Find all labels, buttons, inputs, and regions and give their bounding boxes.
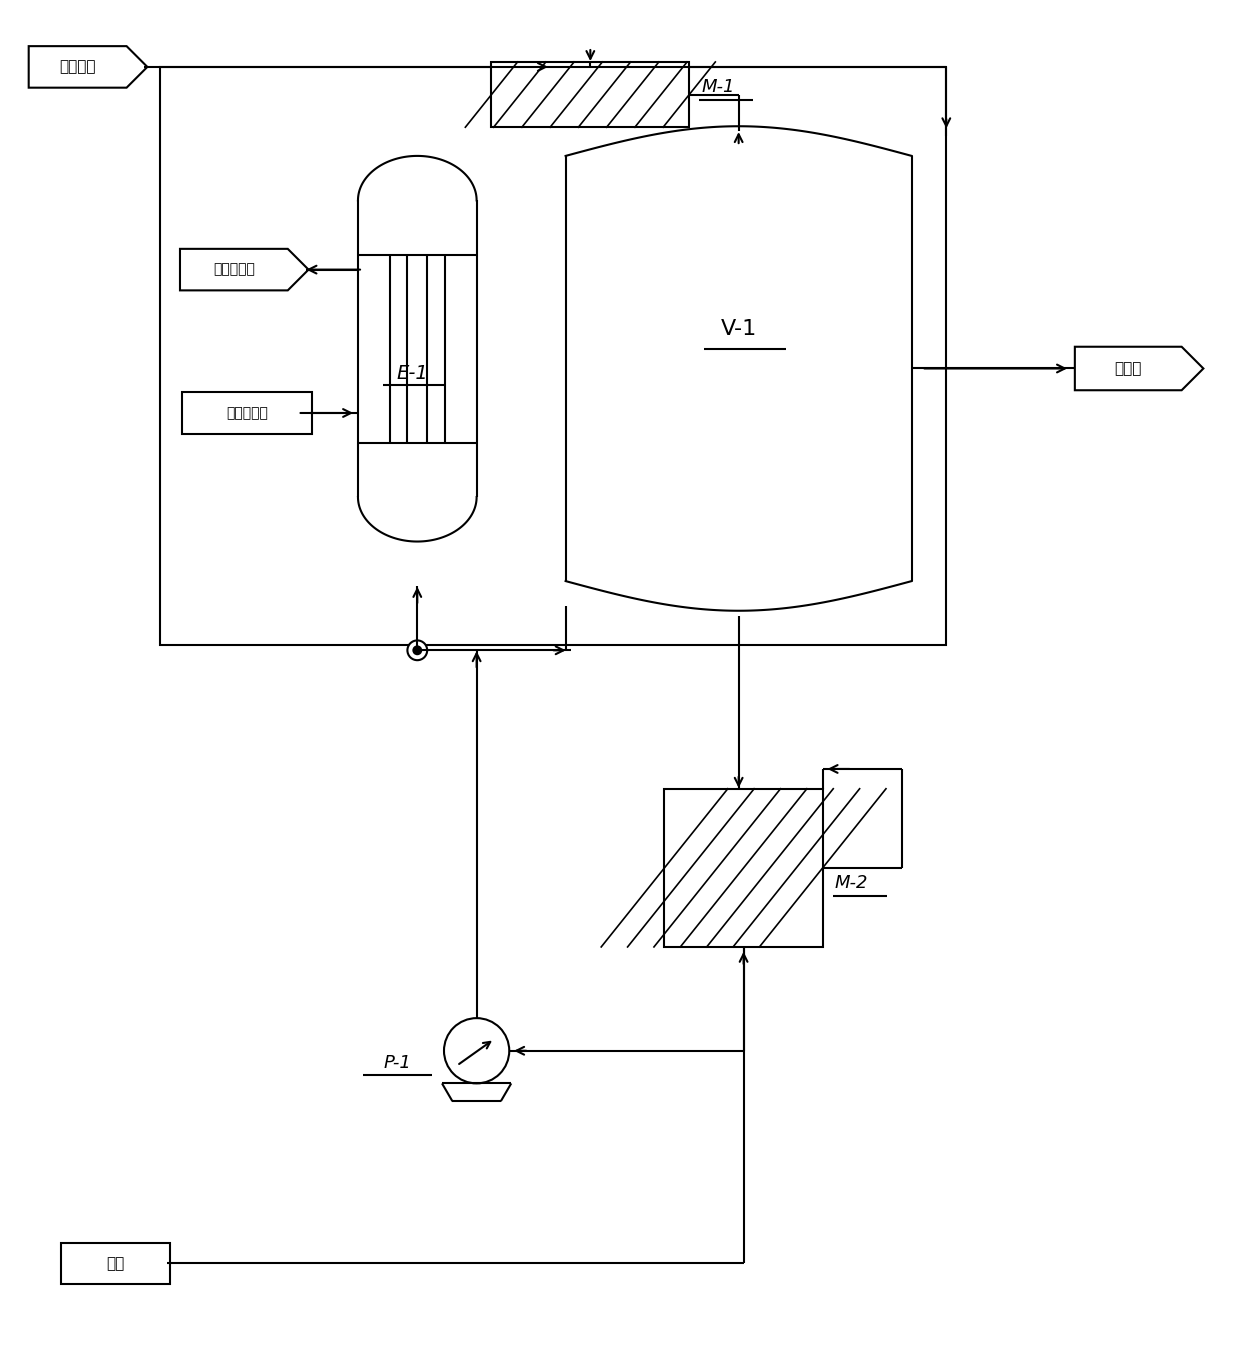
- Text: V-1: V-1: [720, 320, 756, 338]
- Bar: [160, 66, 946, 646]
- Circle shape: [413, 646, 423, 655]
- Text: 循环水回水: 循环水回水: [213, 263, 254, 276]
- Text: 丙酮氰醇: 丙酮氰醇: [60, 60, 95, 74]
- Bar: [665, 789, 822, 946]
- Circle shape: [408, 640, 428, 661]
- Bar: [182, 393, 312, 433]
- Text: M-2: M-2: [835, 873, 868, 892]
- Text: E-1: E-1: [397, 364, 428, 383]
- Text: P-1: P-1: [383, 1053, 412, 1071]
- Text: 循环水供水: 循环水供水: [226, 406, 268, 420]
- Text: 酯化釜: 酯化釜: [1115, 362, 1142, 376]
- Bar: [61, 1243, 170, 1284]
- Text: 硫酸: 硫酸: [107, 1257, 125, 1271]
- Bar: [491, 62, 689, 127]
- Text: M-1: M-1: [701, 77, 734, 96]
